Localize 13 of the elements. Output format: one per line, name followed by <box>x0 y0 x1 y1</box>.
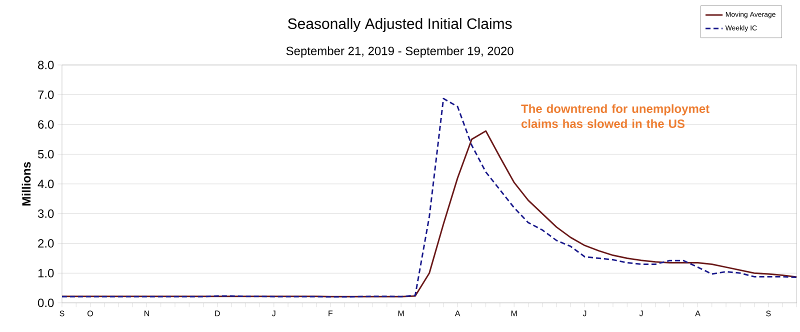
y-tick-label: 6.0 <box>38 120 54 129</box>
y-tick-label: 4.0 <box>38 180 54 188</box>
chart-subtitle: September 21, 2019 - September 19, 2020 <box>286 46 514 58</box>
y-tick-label: 1.0 <box>38 268 54 278</box>
y-tick-label: 7.0 <box>38 90 54 100</box>
y-tick-label: 8.0 <box>38 60 54 70</box>
y-axis-title: Millions <box>22 162 31 206</box>
y-tick-label: 0.0 <box>38 298 54 308</box>
chart-title: Seasonally Adjusted Initial Claims <box>288 18 512 32</box>
y-tick-label: 2.0 <box>38 239 54 248</box>
annotation: The downtrend for unemploymet claims has slowed in the US <box>521 104 710 128</box>
y-tick-label: 3.0 <box>38 209 54 218</box>
y-tick-label: 5.0 <box>38 150 54 158</box>
